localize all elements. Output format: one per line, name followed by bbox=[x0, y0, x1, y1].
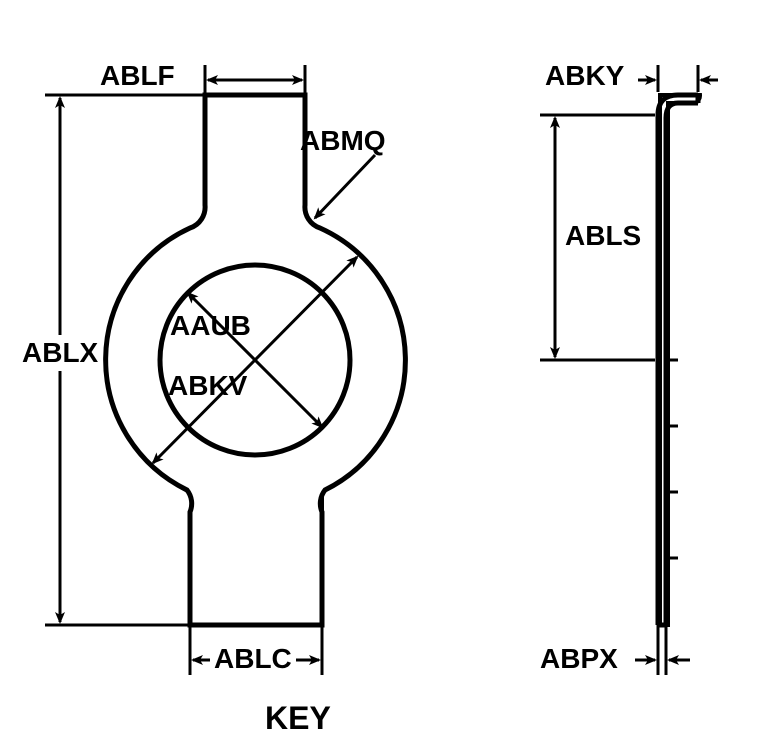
label-aaub: AAUB bbox=[170, 310, 251, 342]
label-abky: ABKY bbox=[545, 60, 624, 92]
label-abmq: ABMQ bbox=[300, 125, 386, 157]
diagram-container: ABLF ABMQ ABLX AAUB ABKV ABLC ABKY ABLS … bbox=[0, 0, 766, 754]
label-abls: ABLS bbox=[565, 220, 641, 252]
leader-abmq bbox=[315, 155, 375, 218]
label-abkv: ABKV bbox=[168, 370, 247, 402]
side-profile bbox=[658, 95, 698, 625]
diagram-title: KEY bbox=[265, 700, 331, 737]
label-abpx: ABPX bbox=[540, 643, 618, 675]
label-ablx: ABLX bbox=[20, 335, 100, 371]
label-ablf: ABLF bbox=[100, 60, 175, 92]
label-ablc: ABLC bbox=[210, 643, 296, 675]
technical-drawing bbox=[0, 0, 766, 754]
